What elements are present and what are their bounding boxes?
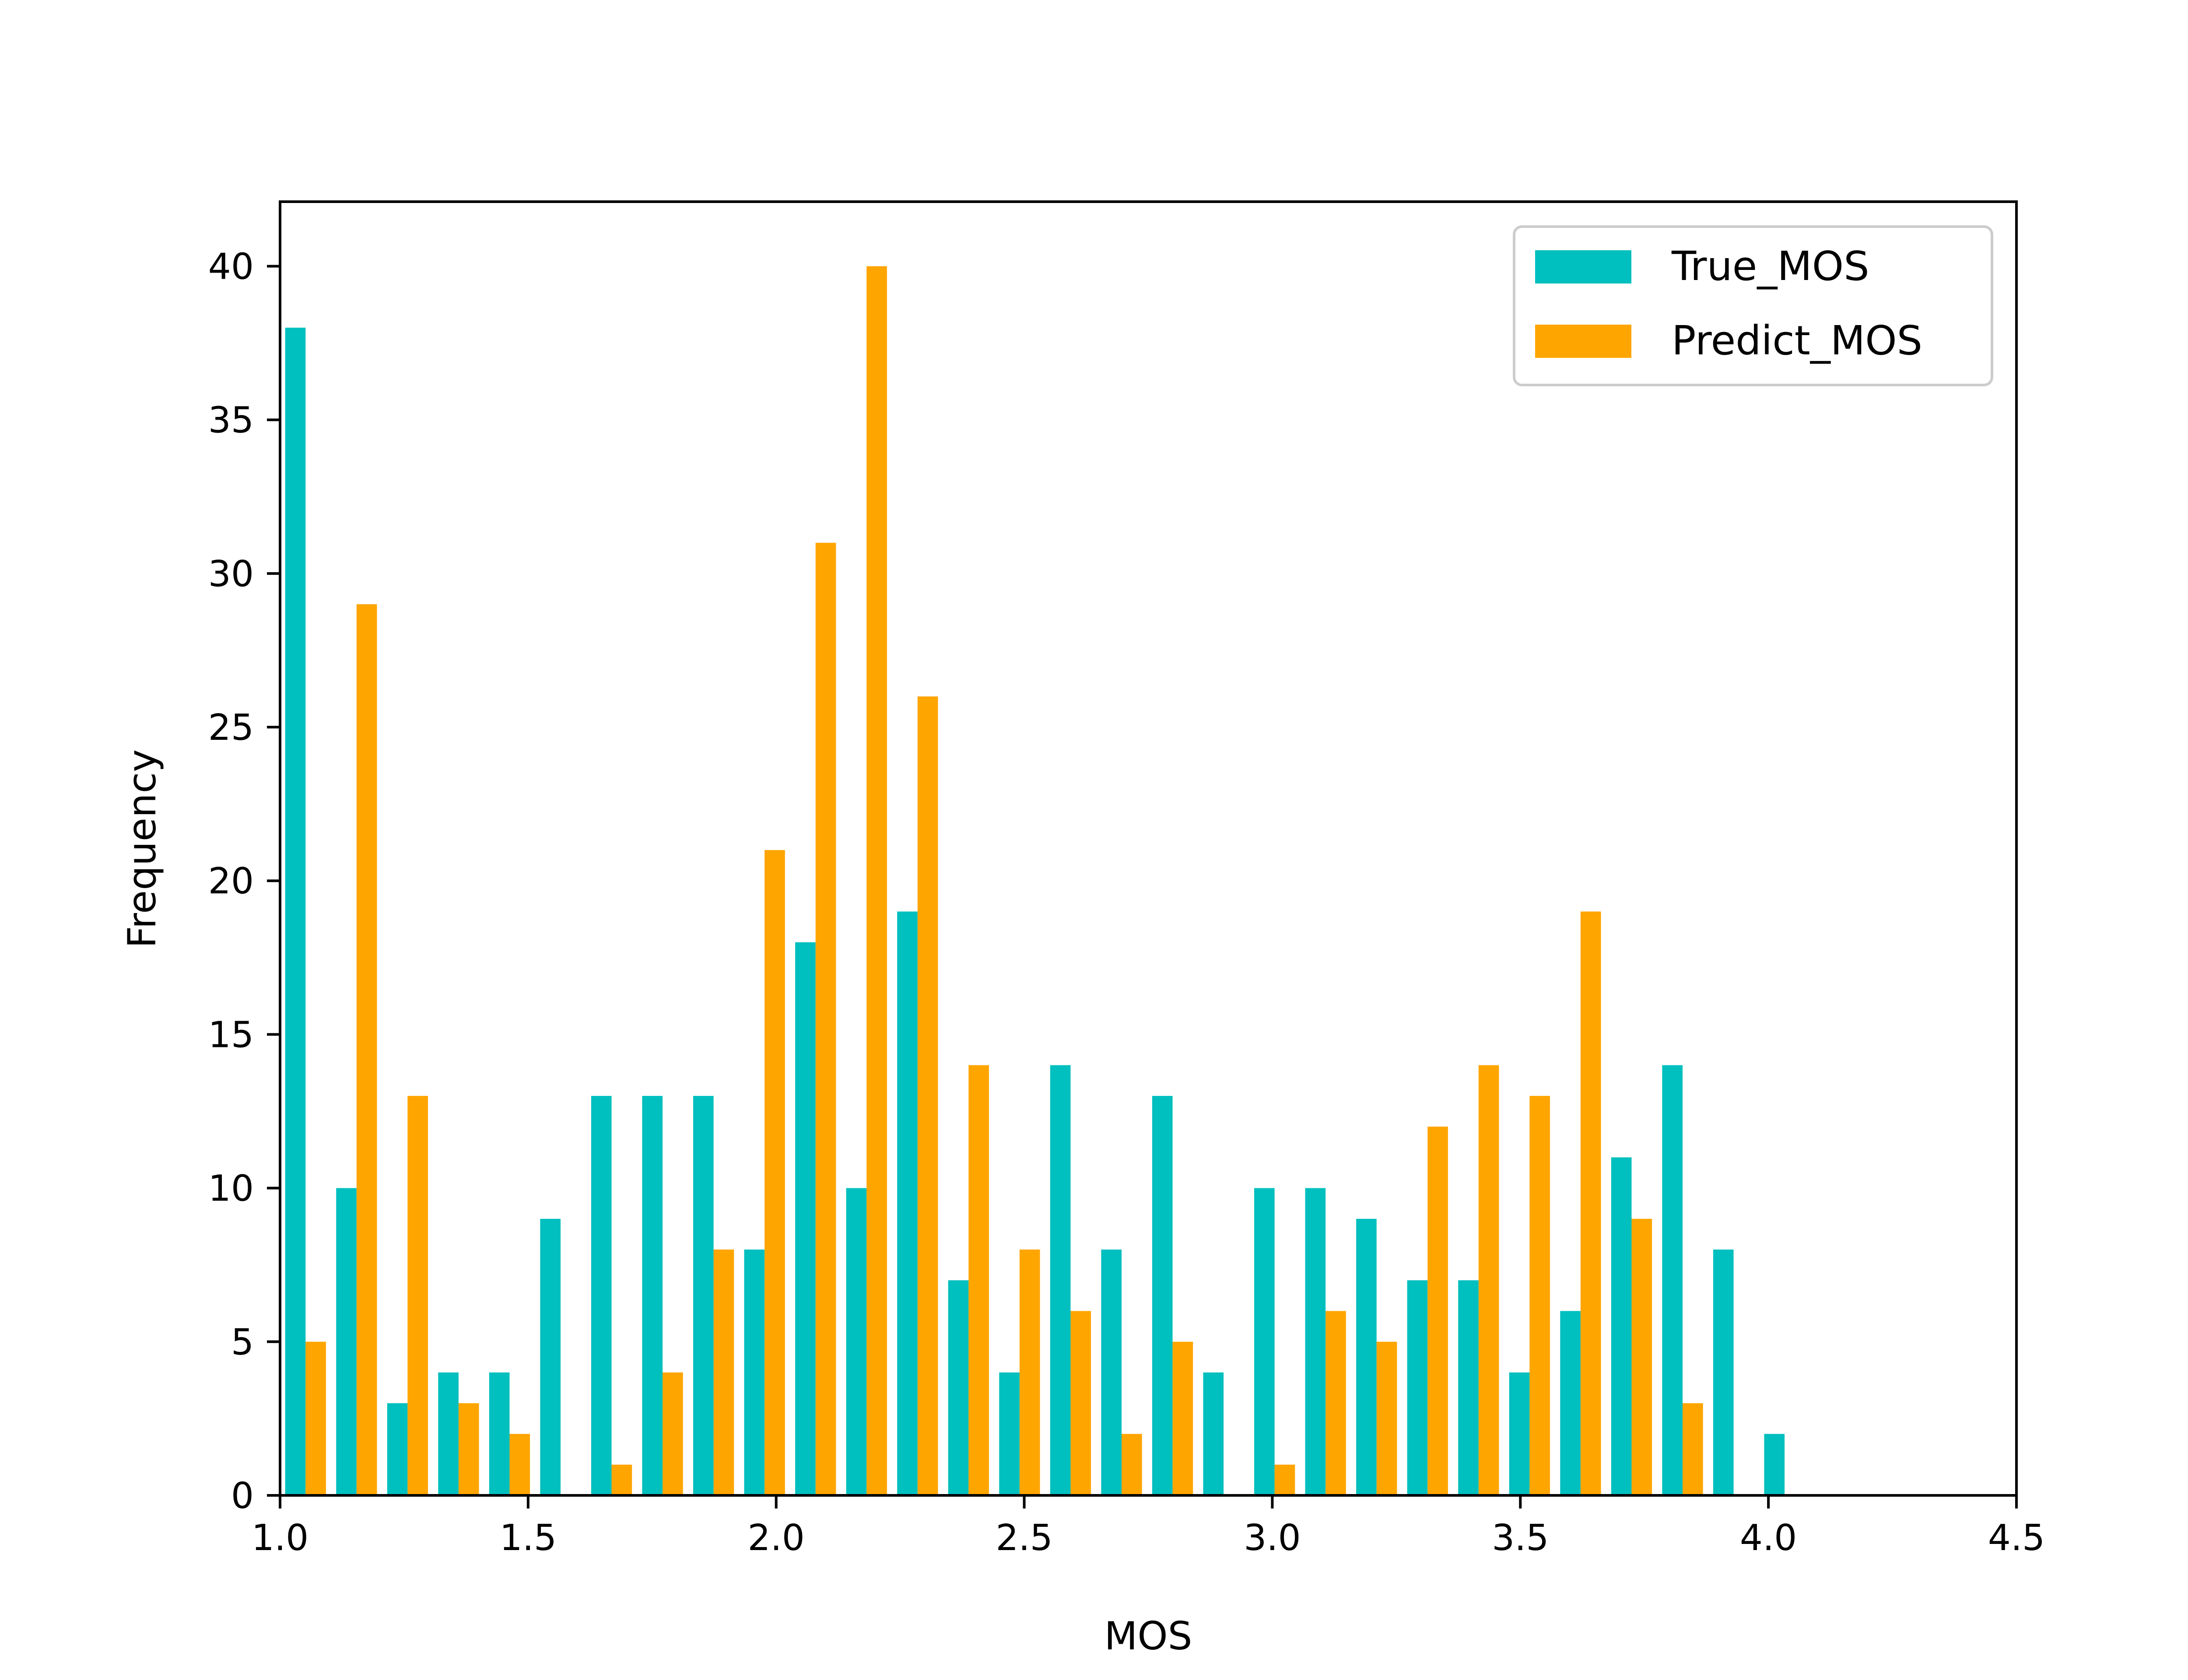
legend: True_MOS Predict_MOS <box>1513 225 1993 386</box>
bar-predict-mos-22 <box>1427 1127 1448 1495</box>
bar-predict-mos-3 <box>458 1403 479 1495</box>
x-tick-label: 2.5 <box>996 1517 1052 1559</box>
bar-predict-mos-25 <box>1580 911 1601 1495</box>
bar-true-mos-1 <box>336 1188 357 1495</box>
y-axis-label: Frequency <box>119 749 165 948</box>
bar-true-mos-21 <box>1356 1218 1377 1495</box>
bar-true-mos-22 <box>1407 1280 1428 1495</box>
legend-label-predict-mos: Predict_MOS <box>1672 317 1922 364</box>
bar-predict-mos-19 <box>1274 1464 1295 1495</box>
bar-true-mos-25 <box>1560 1311 1581 1495</box>
x-tick-label: 3.5 <box>1492 1517 1549 1559</box>
bar-true-mos-18 <box>1203 1372 1224 1495</box>
bar-predict-mos-9 <box>764 850 785 1495</box>
bar-true-mos-15 <box>1050 1065 1071 1495</box>
bar-true-mos-4 <box>489 1372 510 1495</box>
x-tick-label: 4.0 <box>1740 1517 1797 1559</box>
bar-true-mos-14 <box>999 1372 1020 1495</box>
bar-predict-mos-24 <box>1529 1096 1550 1495</box>
bar-predict-mos-1 <box>356 604 377 1495</box>
x-axis: 1.0 1.5 2.0 2.5 3.0 3.5 4.0 4.5 <box>252 1495 2045 1559</box>
bar-true-mos-0 <box>285 327 306 1495</box>
bar-true-mos-17 <box>1152 1096 1173 1495</box>
bar-predict-mos-10 <box>815 542 836 1495</box>
bar-true-mos-19 <box>1254 1188 1275 1495</box>
legend-swatch-predict-mos <box>1535 325 1631 358</box>
bar-true-mos-29 <box>1764 1434 1785 1495</box>
bar-predict-mos-14 <box>1019 1250 1040 1495</box>
x-tick-label: 2.0 <box>748 1517 805 1559</box>
bar-predict-mos-7 <box>663 1372 683 1495</box>
bar-true-mos-26 <box>1611 1157 1632 1495</box>
bar-true-mos-9 <box>744 1250 765 1495</box>
y-tick-label: 15 <box>208 1014 254 1056</box>
legend-box <box>1513 225 1993 386</box>
bar-predict-mos-26 <box>1631 1218 1652 1495</box>
y-axis: 0 5 10 15 20 25 30 35 40 <box>208 246 280 1517</box>
x-tick-label: 3.0 <box>1244 1517 1301 1559</box>
bar-predict-mos-11 <box>866 266 887 1495</box>
bar-predict-mos-21 <box>1376 1341 1397 1495</box>
bar-true-mos-6 <box>591 1096 612 1495</box>
y-tick-label: 10 <box>208 1168 254 1210</box>
bar-true-mos-28 <box>1713 1250 1734 1495</box>
legend-label-true-mos: True_MOS <box>1671 243 1869 290</box>
bar-predict-mos-15 <box>1070 1311 1091 1495</box>
bar-true-mos-10 <box>795 942 816 1495</box>
y-tick-label: 0 <box>231 1475 254 1517</box>
bar-true-mos-3 <box>438 1372 459 1495</box>
y-tick-label: 30 <box>208 553 254 595</box>
bar-predict-mos-13 <box>968 1065 989 1495</box>
bar-true-mos-20 <box>1305 1188 1326 1495</box>
bar-predict-mos-20 <box>1325 1311 1346 1495</box>
legend-swatch-true-mos <box>1535 250 1631 284</box>
bar-true-mos-16 <box>1101 1250 1122 1495</box>
bar-true-mos-2 <box>387 1403 408 1495</box>
bar-predict-mos-27 <box>1683 1403 1703 1495</box>
y-tick-label: 5 <box>231 1322 254 1363</box>
y-tick-label: 25 <box>208 707 254 749</box>
bar-predict-mos-4 <box>509 1434 530 1495</box>
bar-predict-mos-12 <box>917 696 938 1495</box>
y-tick-label: 35 <box>208 400 254 441</box>
bar-predict-mos-16 <box>1122 1434 1142 1495</box>
x-tick-label: 4.5 <box>1988 1517 2045 1559</box>
bar-true-mos-23 <box>1458 1280 1479 1495</box>
bar-predict-mos-2 <box>407 1096 428 1495</box>
bars-layer <box>285 266 1785 1495</box>
bar-true-mos-13 <box>948 1280 969 1495</box>
x-tick-label: 1.5 <box>500 1517 557 1559</box>
bar-true-mos-8 <box>693 1096 714 1495</box>
bar-predict-mos-0 <box>305 1341 326 1495</box>
bar-predict-mos-23 <box>1478 1065 1499 1495</box>
bar-true-mos-5 <box>540 1218 561 1495</box>
bar-true-mos-11 <box>846 1188 867 1495</box>
bar-true-mos-12 <box>897 911 918 1495</box>
bar-predict-mos-8 <box>713 1250 734 1495</box>
bar-true-mos-7 <box>642 1096 663 1495</box>
bar-predict-mos-6 <box>611 1464 632 1495</box>
x-tick-label: 1.0 <box>252 1517 309 1559</box>
bar-true-mos-24 <box>1509 1372 1530 1495</box>
bar-true-mos-27 <box>1662 1065 1683 1495</box>
bar-predict-mos-17 <box>1172 1341 1193 1495</box>
y-tick-label: 40 <box>208 246 254 287</box>
x-axis-label: MOS <box>1104 1614 1192 1659</box>
plot-frame <box>279 200 2018 1497</box>
y-tick-label: 20 <box>208 861 254 902</box>
